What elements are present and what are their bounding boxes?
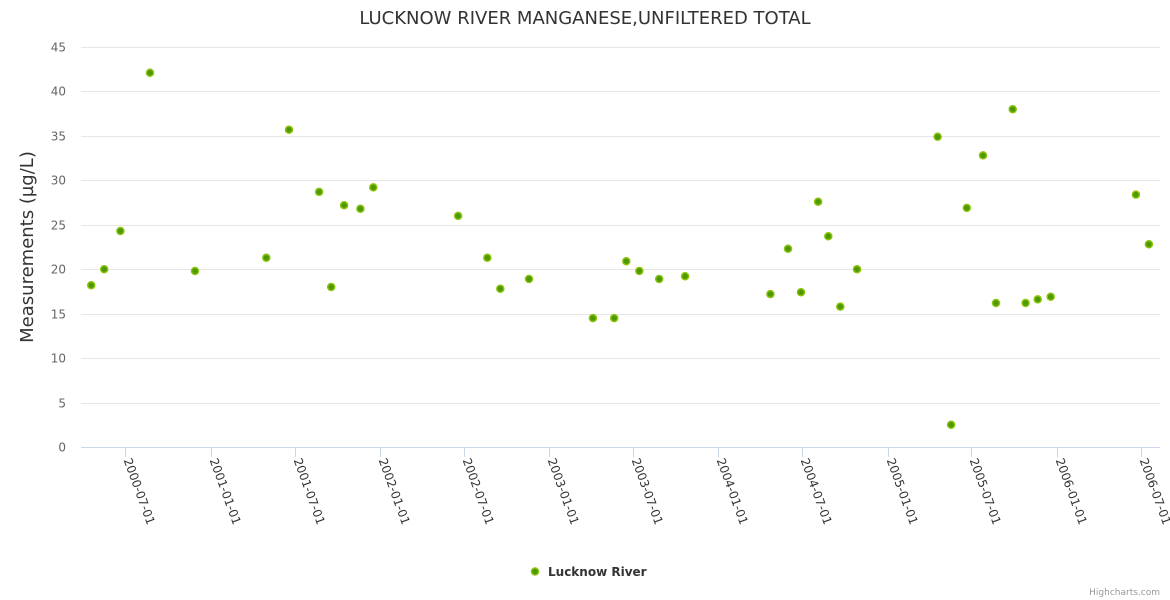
data-point[interactable] bbox=[962, 203, 972, 213]
data-point[interactable] bbox=[1144, 240, 1154, 249]
grid-lines bbox=[81, 47, 1160, 404]
y-tick-label: 30 bbox=[51, 174, 66, 188]
data-point[interactable] bbox=[326, 282, 336, 292]
data-point[interactable] bbox=[190, 266, 200, 276]
data-point[interactable] bbox=[783, 244, 793, 254]
data-point[interactable] bbox=[453, 211, 463, 221]
y-tick-label: 40 bbox=[51, 85, 66, 99]
data-point[interactable] bbox=[1008, 104, 1017, 114]
data-point[interactable] bbox=[86, 280, 96, 290]
legend-marker bbox=[530, 567, 540, 576]
x-tick-label: 2003-07-01 bbox=[629, 456, 666, 526]
x-tick-label: 2005-07-01 bbox=[967, 456, 1004, 526]
x-tick-label: 2004-01-01 bbox=[714, 456, 751, 526]
x-tick-label: 2005-01-01 bbox=[884, 456, 921, 526]
data-point[interactable] bbox=[766, 289, 775, 299]
data-point[interactable] bbox=[796, 288, 806, 297]
data-point[interactable] bbox=[836, 302, 845, 311]
y-axis-title: Measurements (µg/L) bbox=[17, 151, 38, 343]
x-tick-label: 2006-07-01 bbox=[1137, 456, 1170, 526]
data-point[interactable] bbox=[524, 274, 534, 284]
credits-link[interactable]: Highcharts.com bbox=[1089, 588, 1160, 598]
x-tick-label: 2002-07-01 bbox=[460, 456, 497, 526]
y-tick-label: 25 bbox=[51, 219, 66, 233]
data-point[interactable] bbox=[99, 264, 109, 274]
x-tick-label: 2000-07-01 bbox=[121, 456, 158, 526]
data-point[interactable] bbox=[991, 298, 1001, 308]
y-tick-label: 35 bbox=[51, 130, 66, 144]
data-point[interactable] bbox=[933, 132, 942, 142]
legend-item[interactable]: Lucknow River bbox=[530, 565, 647, 579]
data-point[interactable] bbox=[496, 284, 505, 294]
data-point[interactable] bbox=[483, 253, 492, 262]
x-tick-label: 2001-01-01 bbox=[207, 456, 244, 526]
y-tick-label: 10 bbox=[51, 352, 66, 366]
y-tick-label: 45 bbox=[51, 41, 66, 55]
series-lucknow-river bbox=[86, 68, 1154, 430]
data-point[interactable] bbox=[284, 125, 294, 134]
data-point[interactable] bbox=[813, 197, 823, 206]
y-tick-label: 0 bbox=[58, 441, 66, 455]
y-axis-ticks: 0 5 10 15 20 25 30 35 40 45 bbox=[51, 41, 66, 455]
x-tick-label: 2006-01-01 bbox=[1053, 456, 1090, 526]
chart-title: LUCKNOW RIVER MANGANESE,UNFILTERED TOTAL bbox=[359, 8, 810, 29]
data-point[interactable] bbox=[314, 187, 324, 197]
y-tick-label: 20 bbox=[51, 263, 66, 277]
data-point[interactable] bbox=[946, 420, 956, 430]
data-point[interactable] bbox=[1046, 292, 1055, 302]
data-point[interactable] bbox=[824, 232, 833, 241]
data-point[interactable] bbox=[852, 264, 862, 274]
data-point[interactable] bbox=[654, 274, 664, 284]
data-point[interactable] bbox=[262, 253, 271, 262]
data-point[interactable] bbox=[145, 68, 155, 78]
x-axis-ticks: 2000-07-01 2001-01-01 2001-07-01 2002-01-01… bbox=[121, 447, 1170, 527]
data-point[interactable] bbox=[680, 272, 690, 281]
x-tick-label: 2001-07-01 bbox=[291, 456, 328, 526]
data-point[interactable] bbox=[622, 256, 631, 266]
data-point[interactable] bbox=[588, 313, 598, 323]
data-point[interactable] bbox=[1131, 190, 1141, 199]
data-point[interactable] bbox=[635, 266, 644, 276]
legend-label[interactable]: Lucknow River bbox=[548, 565, 647, 579]
data-point[interactable] bbox=[1021, 298, 1030, 308]
data-point[interactable] bbox=[339, 200, 349, 210]
data-point[interactable] bbox=[356, 204, 365, 214]
x-tick-label: 2002-01-01 bbox=[376, 456, 413, 526]
y-tick-label: 5 bbox=[58, 397, 66, 411]
data-point[interactable] bbox=[609, 313, 619, 323]
data-point[interactable] bbox=[1033, 295, 1042, 304]
data-point[interactable] bbox=[978, 151, 988, 160]
y-tick-label: 15 bbox=[51, 308, 66, 322]
data-point[interactable] bbox=[116, 226, 125, 236]
x-tick-label: 2003-01-01 bbox=[545, 456, 582, 526]
x-tick-label: 2004-07-01 bbox=[798, 456, 835, 526]
data-point[interactable] bbox=[369, 183, 378, 192]
